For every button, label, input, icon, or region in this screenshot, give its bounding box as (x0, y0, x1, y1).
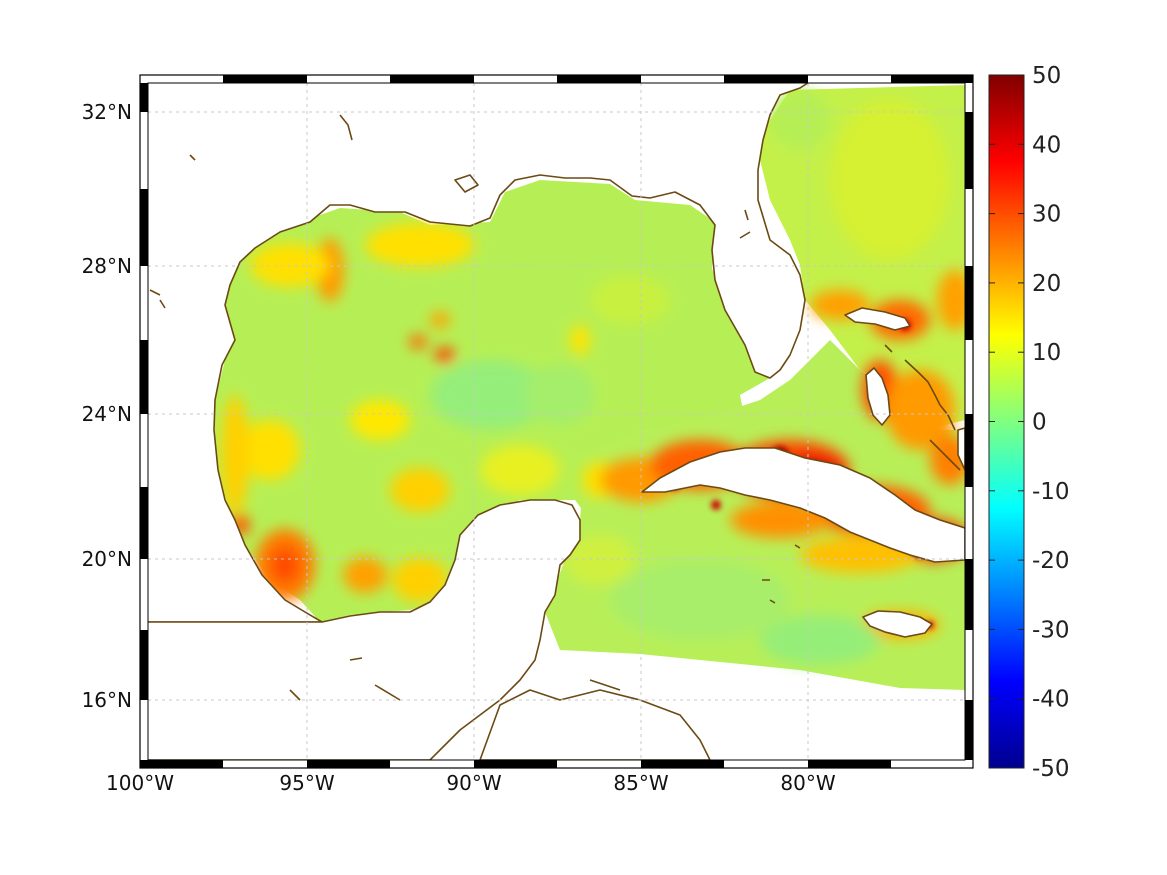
colorbar: 50 40 30 20 10 0 -10 -20 -30 -40 -50 (988, 63, 1070, 782)
bahamas-grand (844, 307, 911, 331)
colorbar-tick-label: 30 (1032, 202, 1061, 228)
lat-label-2: 24°N (82, 402, 132, 426)
lon-label-2: 90°W (446, 771, 501, 795)
lon-label-0: 100°W (106, 771, 174, 795)
bahamas-eastern (884, 344, 961, 471)
colorbar-tick-label: 20 (1032, 271, 1061, 297)
colorbar-tick-label: -30 (1032, 617, 1070, 643)
data-field (148, 83, 965, 760)
lat-label-1: 28°N (82, 254, 132, 278)
cuba (641, 447, 965, 563)
lat-label-3: 20°N (82, 547, 132, 571)
colorbar-tick-label: 50 (1032, 63, 1061, 89)
map-frame (139, 74, 974, 769)
lon-label-3: 85°W (613, 771, 668, 795)
lat-label-4: 16°N (82, 688, 132, 712)
lat-labels: 32°N 28°N 24°N 20°N 16°N (82, 100, 132, 712)
colorbar-tick-label: -40 (1032, 687, 1070, 713)
colorbar-tick-label: 40 (1032, 132, 1061, 158)
colorbar-tick-label: -20 (1032, 548, 1070, 574)
colorbar-ticks: 50 40 30 20 10 0 -10 -20 -30 -40 -50 (989, 63, 1070, 782)
jamaica (862, 610, 933, 638)
bahamas-andros (865, 367, 891, 426)
lon-label-1: 95°W (279, 771, 334, 795)
central-america (479, 689, 711, 760)
small-features (149, 114, 801, 701)
graticule (148, 83, 965, 760)
hispaniola-edge (957, 427, 965, 471)
colorbar-tick-label: 0 (1032, 410, 1047, 436)
lon-labels: 100°W 95°W 90°W 85°W 80°W (106, 771, 836, 795)
lon-label-4: 80°W (780, 771, 835, 795)
us-mainland (148, 83, 810, 623)
colorbar-tick-label: -10 (1032, 479, 1070, 505)
lat-label-0: 32°N (82, 100, 132, 124)
colorbar-tick-label: 10 (1032, 340, 1061, 366)
mexico-yucatan (148, 499, 581, 760)
colorbar-tick-label: -50 (1032, 756, 1070, 782)
